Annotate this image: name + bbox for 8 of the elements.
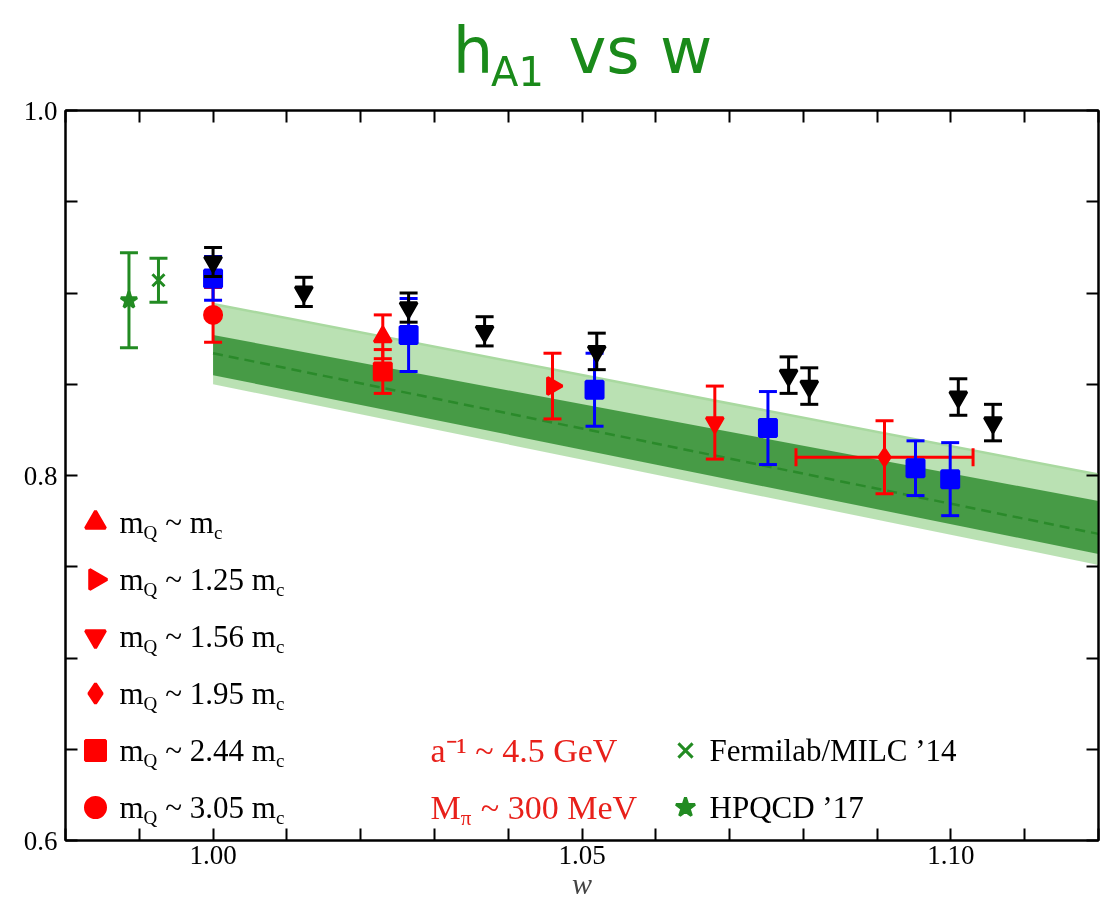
x-tick-label: 1.00 bbox=[189, 839, 237, 870]
annotation: a⁻¹ ~ 4.5 GeV bbox=[430, 732, 618, 769]
y-tick-label: 0.8 bbox=[23, 460, 58, 491]
y-tick-label: 1.0 bbox=[23, 95, 58, 126]
legend-label: Fermilab/MILC ’14 bbox=[709, 733, 958, 768]
legend-label: HPQCD ’17 bbox=[709, 790, 864, 825]
y-tick-label: 0.6 bbox=[23, 825, 58, 856]
x-tick-label: 1.10 bbox=[927, 839, 975, 870]
